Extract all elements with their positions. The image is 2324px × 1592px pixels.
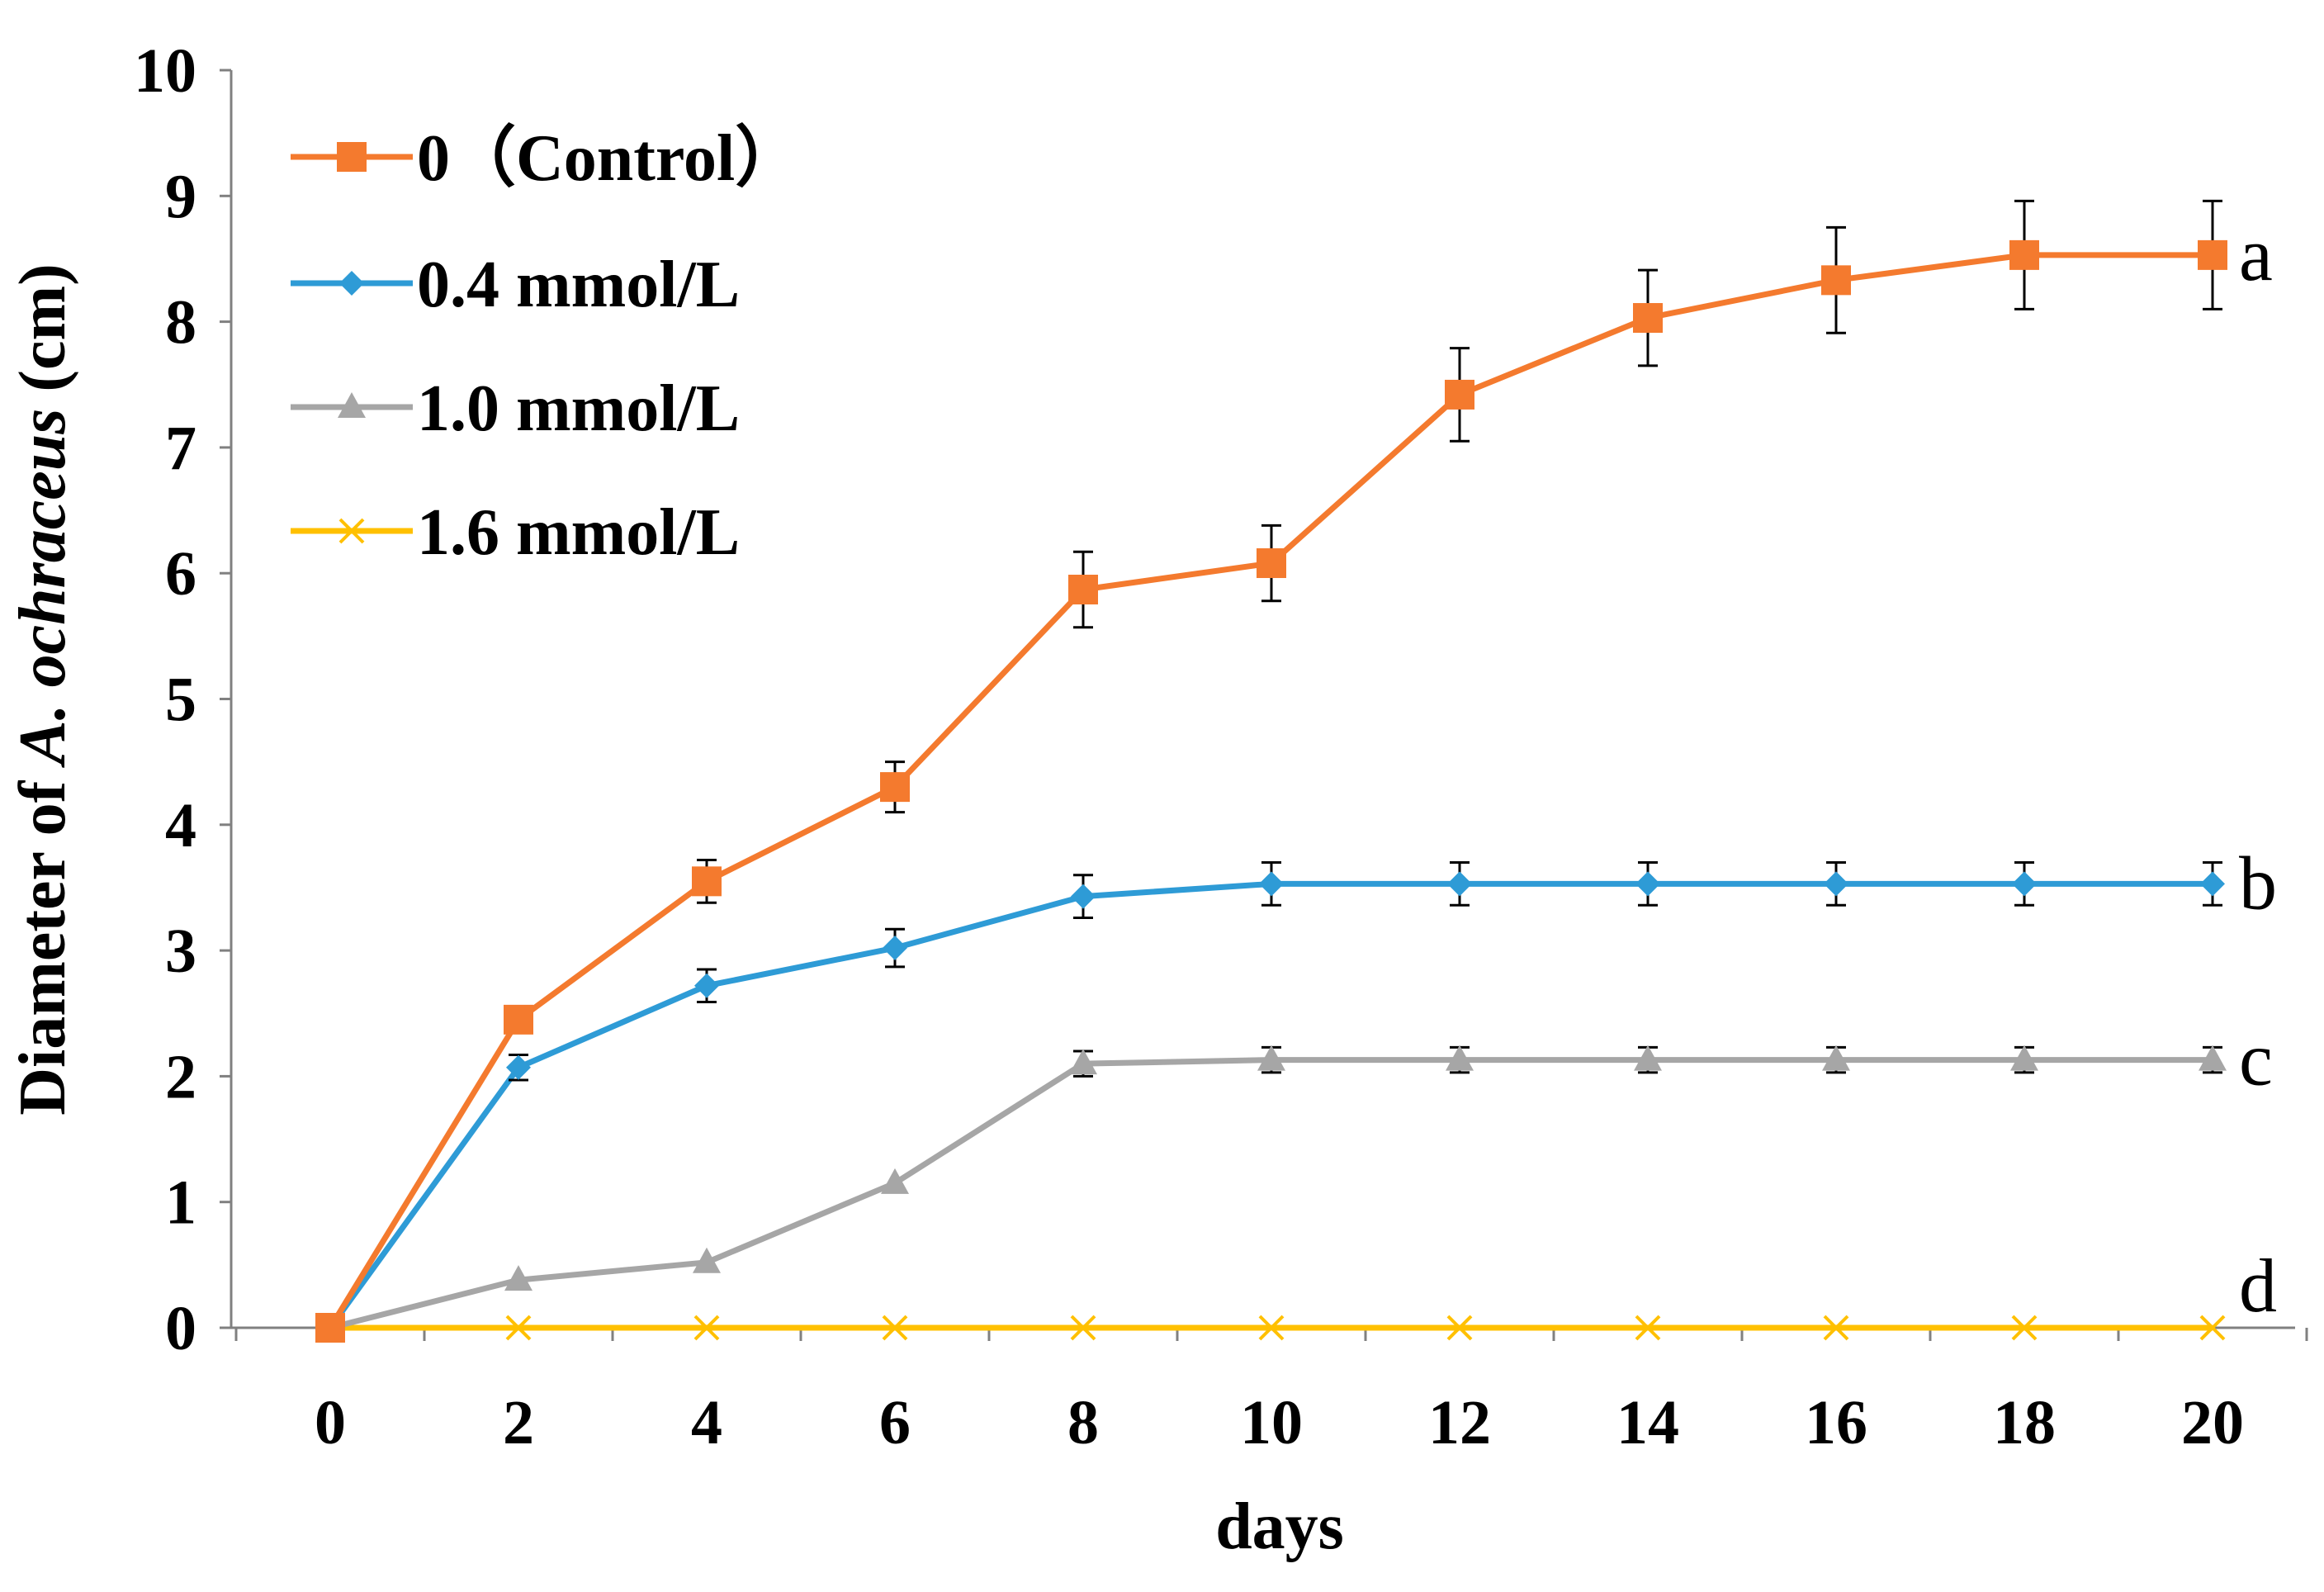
data-point (694, 973, 719, 998)
data-point (1824, 871, 1848, 897)
data-point (882, 1315, 908, 1341)
data-point (504, 1004, 533, 1035)
x-tick-label: 18 (1993, 1388, 2056, 1457)
y-tick-label: 6 (165, 539, 196, 609)
data-point (1447, 871, 1472, 897)
x-axis-title: days (1215, 1490, 1344, 1563)
x-tick-label: 2 (503, 1388, 534, 1457)
y-axis-title-species: A. ochraceus (7, 409, 79, 769)
data-point (2199, 1315, 2226, 1341)
legend-label: 0.4 mmol/L (417, 249, 740, 321)
data-point (693, 1315, 720, 1341)
legend-marker (338, 392, 366, 418)
y-tick-label: 4 (165, 791, 196, 860)
data-point (1822, 1045, 1850, 1071)
series-b (318, 860, 2225, 1340)
data-point (1633, 303, 1663, 334)
data-point (2012, 871, 2037, 897)
legend-marker (337, 142, 367, 172)
data-point (1635, 1315, 1661, 1341)
x-tick-label: 6 (879, 1388, 911, 1457)
data-point (1821, 265, 1851, 296)
data-point (1446, 1315, 1473, 1341)
series-d (317, 1315, 2226, 1341)
data-point (1068, 574, 1098, 604)
significance-letter-a: a (2239, 212, 2273, 296)
data-point (1446, 1045, 1474, 1071)
y-tick-label: 9 (165, 162, 196, 231)
data-point (880, 772, 910, 803)
legend-label: 0（Control） (417, 122, 801, 195)
y-tick-label: 2 (165, 1042, 196, 1111)
y-tick-label: 5 (165, 666, 196, 735)
y-tick-label: 8 (165, 288, 196, 358)
data-point (692, 866, 722, 897)
y-tick-label: 7 (165, 414, 196, 483)
y-axis-title-prefix: Diameter of (7, 765, 79, 1116)
y-tick-label: 10 (134, 36, 196, 106)
series-line (329, 1057, 2213, 1331)
legend-label: 1.6 mmol/L (417, 496, 740, 569)
x-tick-label: 16 (1805, 1388, 1867, 1457)
x-tick-label: 20 (2181, 1388, 2244, 1457)
data-point (506, 1054, 531, 1080)
legend: 0（Control） 0.4 mmol/L 1.0 mmol/L 1.6 mmol/L (291, 122, 801, 569)
data-point (1823, 1315, 1849, 1341)
x-tick-label: 4 (691, 1388, 722, 1457)
significance-letter-c: c (2239, 1017, 2273, 1102)
data-point (1257, 548, 1286, 579)
data-point (1258, 1315, 1285, 1341)
y-axis-title-unit: (cm) (7, 263, 79, 408)
data-point (2200, 871, 2225, 897)
data-point (1071, 884, 1096, 909)
data-point (881, 1168, 909, 1194)
data-point (1634, 1045, 1662, 1071)
data-point (2199, 1045, 2227, 1071)
legend-item: 1.0 mmol/L (291, 372, 740, 445)
data-point (315, 1313, 345, 1343)
data-point (2198, 239, 2227, 270)
legend-item: 1.6 mmol/L (291, 496, 740, 569)
data-point (505, 1315, 532, 1341)
x-tick-label: 12 (1428, 1388, 1491, 1457)
data-point (883, 936, 907, 961)
data-point (1445, 379, 1474, 410)
series-layer: a b c d (315, 199, 2277, 1343)
data-point (2009, 239, 2039, 270)
legend-label: 1.0 mmol/L (417, 372, 740, 445)
legend-item: 0.4 mmol/L (291, 249, 740, 321)
y-axis-title: Diameter of A. ochraceus (cm) (7, 263, 79, 1116)
x-tick-label: 14 (1616, 1388, 1679, 1457)
y-tick-label: 1 (165, 1168, 196, 1238)
data-point (2011, 1315, 2038, 1341)
data-point (1259, 871, 1284, 897)
legend-marker (338, 518, 365, 544)
significance-letter-d: d (2239, 1244, 2277, 1328)
data-point (1635, 871, 1660, 897)
data-point (1069, 1049, 1097, 1075)
data-point (2010, 1045, 2038, 1071)
legend-item: 0（Control） (291, 122, 801, 195)
y-tick-label: 0 (165, 1294, 196, 1363)
data-point (504, 1265, 532, 1291)
x-tick-label: 0 (315, 1388, 346, 1457)
legend-marker (339, 271, 364, 296)
data-point (693, 1247, 721, 1273)
series-a (315, 199, 2227, 1343)
x-tick-label: 10 (1240, 1388, 1303, 1457)
x-tick-label: 8 (1067, 1388, 1099, 1457)
y-tick-label: 3 (165, 917, 196, 986)
data-point (1257, 1045, 1285, 1071)
data-point (1070, 1315, 1096, 1341)
significance-letter-b: b (2239, 841, 2277, 925)
series-c (316, 1045, 2227, 1339)
